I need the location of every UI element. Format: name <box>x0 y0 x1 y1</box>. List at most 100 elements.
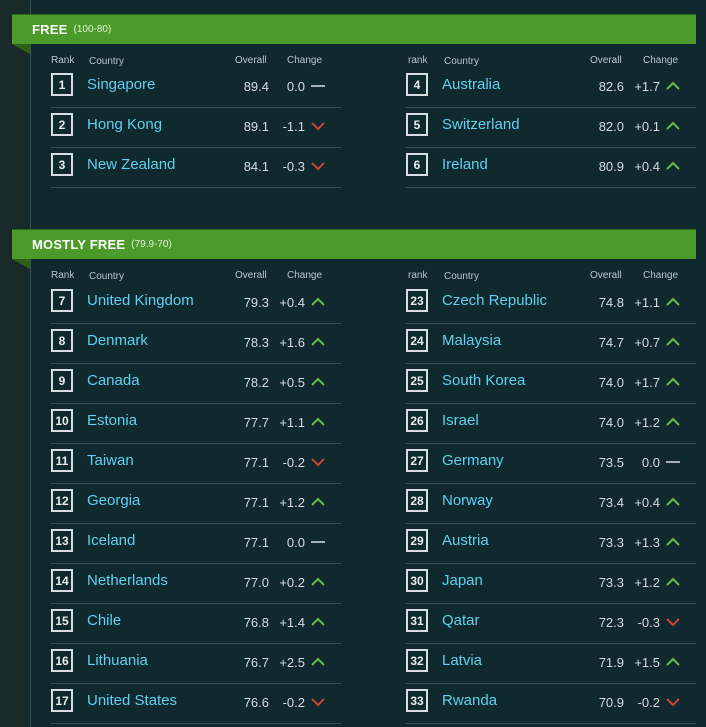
change-column-header: Change <box>287 55 323 66</box>
country-link[interactable]: South Korea <box>442 372 526 389</box>
change-value: +1.1 <box>634 295 660 310</box>
table-row: 26 Israel 74.0 +1.2 <box>406 404 696 444</box>
trend-up-icon <box>665 295 681 309</box>
overall-score: 89.4 <box>243 79 269 94</box>
overall-score: 73.3 <box>598 575 624 590</box>
country-link[interactable]: Ireland <box>442 156 488 173</box>
trend-up-icon <box>665 655 681 669</box>
overall-score: 73.3 <box>598 535 624 550</box>
change-value: +1.4 <box>279 615 305 630</box>
rank-badge: 4 <box>406 73 428 96</box>
overall-score: 76.7 <box>243 655 269 670</box>
country-link[interactable]: Norway <box>442 492 493 509</box>
country-link[interactable]: Hong Kong <box>87 116 163 133</box>
country-link[interactable]: Singapore <box>87 76 156 93</box>
country-link[interactable]: New Zealand <box>87 156 176 173</box>
trend-up-icon <box>665 119 681 133</box>
country-link[interactable]: Iceland <box>87 532 136 549</box>
rank-badge: 23 <box>406 289 428 312</box>
overall-score: 78.3 <box>243 335 269 350</box>
overall-score: 82.6 <box>598 79 624 94</box>
rank-badge: 17 <box>51 689 73 712</box>
table-row: 9 Canada 78.2 +0.5 <box>51 364 341 404</box>
overall-score: 89.1 <box>243 119 269 134</box>
table-row: 29 Austria 73.3 +1.3 <box>406 524 696 564</box>
trend-down-icon <box>665 695 681 709</box>
country-link[interactable]: Rwanda <box>442 692 498 709</box>
country-column-header: Country <box>444 271 480 282</box>
rank-badge: 33 <box>406 689 428 712</box>
overall-score: 77.1 <box>243 495 269 510</box>
country-link[interactable]: Denmark <box>87 332 148 349</box>
country-link[interactable]: Qatar <box>442 612 480 629</box>
country-link[interactable]: Chile <box>87 612 122 629</box>
rank-column-header: Rank <box>51 55 75 66</box>
country-link[interactable]: Austria <box>442 532 489 549</box>
table-row: 28 Norway 73.4 +0.4 <box>406 484 696 524</box>
rank-badge: 26 <box>406 409 428 432</box>
section-title: MOSTLY FREE <box>32 236 126 252</box>
table-row: 16 Lithuania 76.7 +2.5 <box>51 644 341 684</box>
change-value: +1.1 <box>279 415 305 430</box>
overall-score: 77.1 <box>243 535 269 550</box>
rank-badge: 6 <box>406 153 428 176</box>
overall-score: 74.0 <box>598 375 624 390</box>
country-column-header: Country <box>89 56 125 67</box>
country-link[interactable]: Netherlands <box>87 572 168 589</box>
country-link[interactable]: Malaysia <box>442 332 502 349</box>
country-link[interactable]: Australia <box>442 76 501 93</box>
country-link[interactable]: Estonia <box>87 412 138 429</box>
overall-score: 76.6 <box>243 695 269 710</box>
country-link[interactable]: Czech Republic <box>442 292 548 309</box>
country-link[interactable]: Israel <box>442 412 479 429</box>
rank-badge: 10 <box>51 409 73 432</box>
table-row: 2 Hong Kong 89.1 -1.1 <box>51 108 341 148</box>
rank-badge: 5 <box>406 113 428 136</box>
table-row: 4 Australia 82.6 +1.7 <box>406 68 696 108</box>
rank-column-header: rank <box>408 270 428 281</box>
trend-up-icon <box>310 495 326 509</box>
overall-score: 74.7 <box>598 335 624 350</box>
rank-badge: 25 <box>406 369 428 392</box>
overall-score: 84.1 <box>243 159 269 174</box>
country-link[interactable]: Canada <box>87 372 140 389</box>
rank-column-header: rank <box>408 55 428 66</box>
change-value: +1.7 <box>634 375 660 390</box>
country-link[interactable]: Japan <box>442 572 483 589</box>
table-row: 17 United States 76.6 -0.2 <box>51 684 341 724</box>
banner-fold <box>12 259 30 269</box>
overall-score: 74.8 <box>598 295 624 310</box>
overall-score: 70.9 <box>598 695 624 710</box>
country-link[interactable]: United Kingdom <box>87 292 194 309</box>
rank-badge: 15 <box>51 609 73 632</box>
country-link[interactable]: Germany <box>442 452 504 469</box>
change-value: +1.2 <box>634 575 660 590</box>
change-value: -1.1 <box>282 119 305 134</box>
section-range: (79.9-70) <box>131 238 172 250</box>
rank-badge: 29 <box>406 529 428 552</box>
country-link[interactable]: Georgia <box>87 492 141 509</box>
overall-score: 73.4 <box>598 495 624 510</box>
country-link[interactable]: Lithuania <box>87 652 148 669</box>
trend-up-icon <box>310 415 326 429</box>
overall-score: 77.7 <box>243 415 269 430</box>
table-row: 33 Rwanda 70.9 -0.2 <box>406 684 696 724</box>
country-link[interactable]: Switzerland <box>442 116 520 133</box>
change-value: +1.2 <box>279 495 305 510</box>
overall-score: 78.2 <box>243 375 269 390</box>
rank-badge: 3 <box>51 153 73 176</box>
change-value: 0.0 <box>641 455 660 470</box>
table-row: 30 Japan 73.3 +1.2 <box>406 564 696 604</box>
change-column-header: Change <box>643 270 679 281</box>
country-link[interactable]: Latvia <box>442 652 483 669</box>
country-link[interactable]: Taiwan <box>87 452 134 469</box>
trend-flat-icon <box>665 455 681 469</box>
rank-badge: 24 <box>406 329 428 352</box>
change-value: 0.0 <box>286 79 305 94</box>
change-value: -0.2 <box>282 455 305 470</box>
section-title: FREE <box>32 21 68 37</box>
overall-score: 77.1 <box>243 455 269 470</box>
table-row: 24 Malaysia 74.7 +0.7 <box>406 324 696 364</box>
country-link[interactable]: United States <box>87 692 178 709</box>
rank-badge: 7 <box>51 289 73 312</box>
